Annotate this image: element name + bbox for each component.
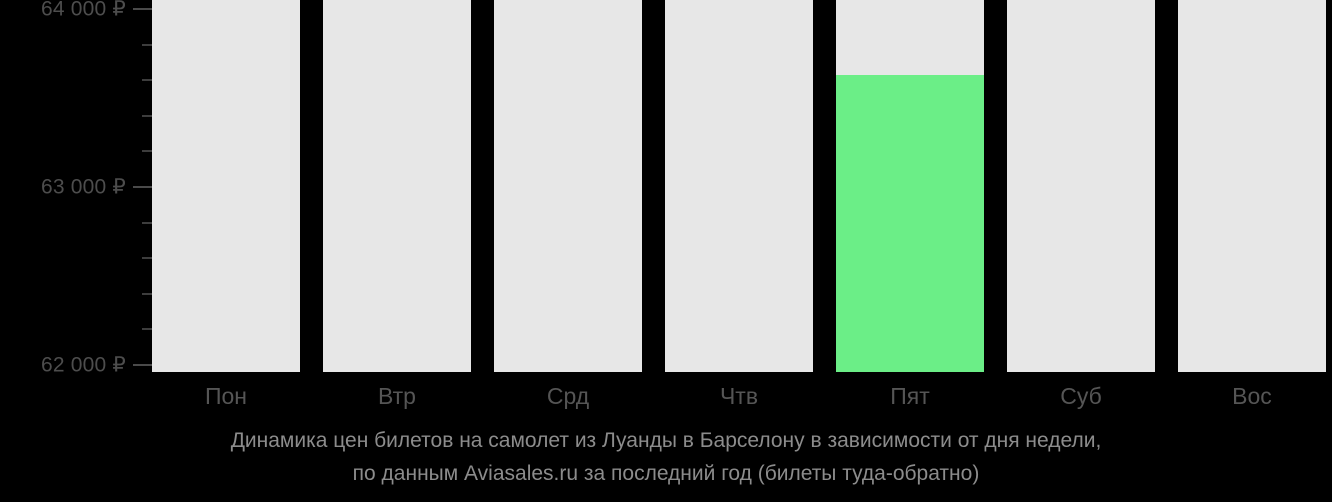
x-axis-label-пон[interactable]: Пон: [204, 383, 248, 409]
bar-втр[interactable]: [323, 0, 471, 372]
bar-вос[interactable]: [1178, 0, 1326, 372]
x-axis: Пон Втр Срд Чтв Пят Суб Вос: [0, 372, 1332, 422]
x-axis-label-вос[interactable]: Вос: [1232, 383, 1272, 409]
bar-пон[interactable]: [152, 0, 300, 372]
caption-line-2: по данным Aviasales.ru за последний год …: [352, 462, 980, 485]
x-axis-label-суб[interactable]: Суб: [1060, 383, 1102, 409]
bar-пят[interactable]: [836, 74, 984, 372]
x-axis-label-пят[interactable]: Пят: [890, 383, 930, 409]
bar-чтв[interactable]: [665, 0, 813, 372]
x-axis-label-втр[interactable]: Втр: [378, 383, 416, 409]
x-axis-label-чтв[interactable]: Чтв: [719, 383, 759, 409]
bar-суб[interactable]: [1007, 0, 1155, 372]
caption-line-1: Динамика цен билетов на самолет из Луанд…: [230, 429, 1102, 452]
chart-caption: Динамика цен билетов на самолет из Луанд…: [0, 424, 1332, 490]
bar-срд[interactable]: [494, 0, 642, 372]
plot-area: [152, 0, 1326, 372]
x-axis-label-срд[interactable]: Срд: [546, 383, 590, 409]
